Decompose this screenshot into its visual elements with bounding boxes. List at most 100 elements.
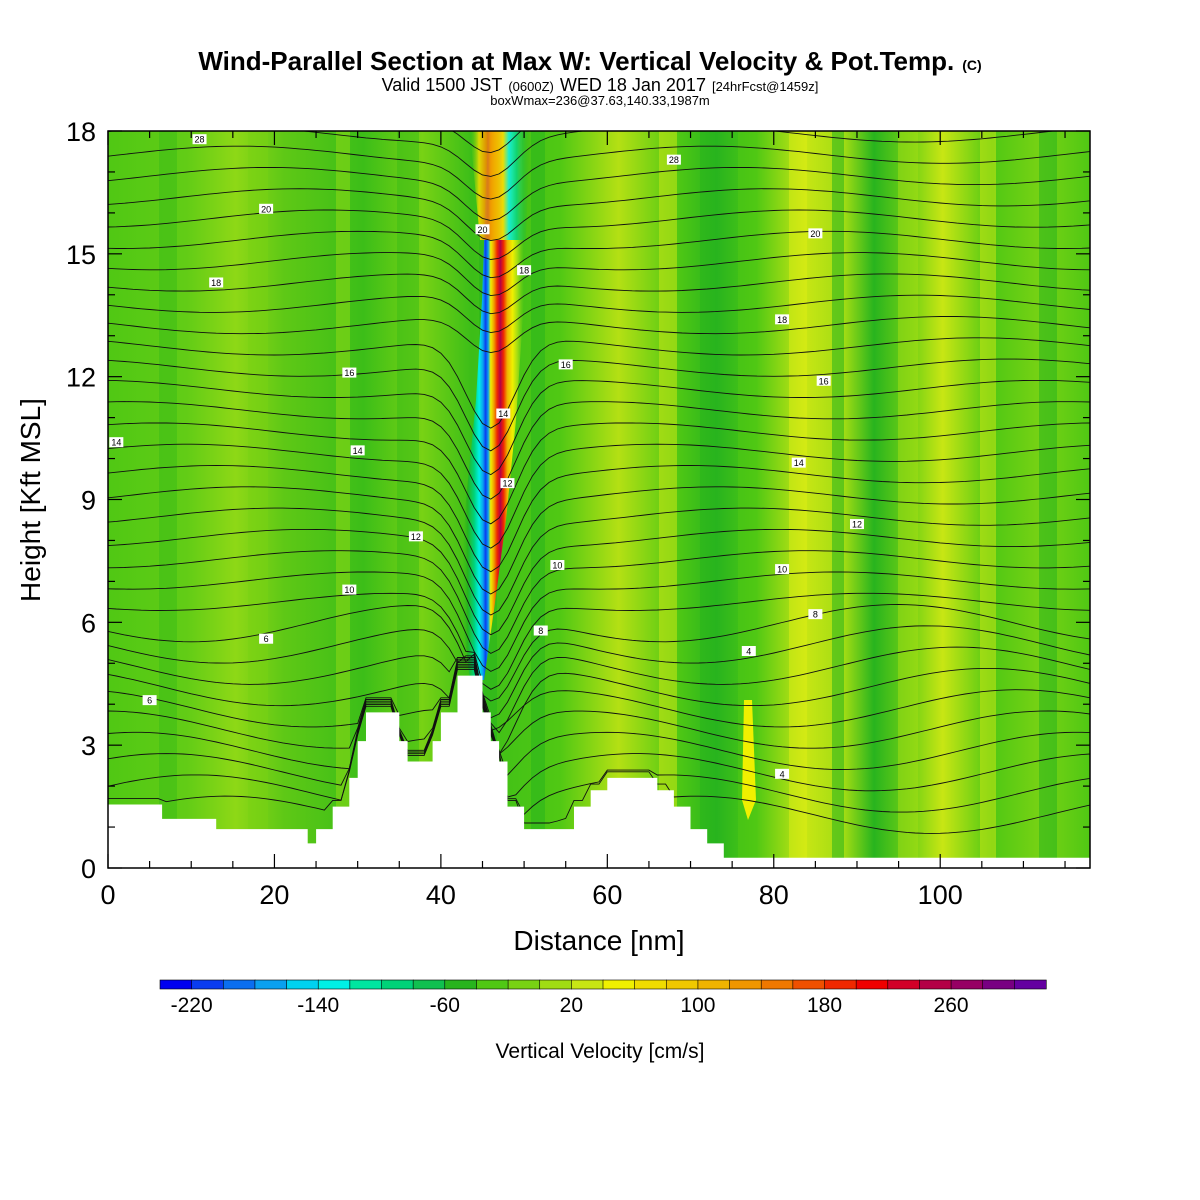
x-axis-label: Distance [nm] bbox=[513, 925, 684, 956]
theta-contour-4 bbox=[108, 662, 1090, 755]
theta-contour-11 bbox=[108, 571, 1090, 672]
colorbar-swatch bbox=[412, 979, 446, 990]
theta-contour-label: 28 bbox=[192, 134, 207, 145]
theta-contour-17 bbox=[108, 443, 1090, 549]
colorbar-swatch bbox=[539, 979, 572, 990]
theta-contour-label: 6 bbox=[142, 695, 157, 706]
velocity-streak-1 bbox=[248, 131, 268, 868]
theta-label-text: 10 bbox=[777, 565, 787, 575]
theta-label-text: 16 bbox=[819, 376, 829, 386]
theta-label-box bbox=[533, 625, 548, 636]
theta-label-box bbox=[517, 265, 532, 276]
colorbar-swatch bbox=[887, 979, 921, 990]
theta-label-box bbox=[475, 224, 490, 235]
colorbar-swatch bbox=[444, 979, 478, 990]
theta-label-box bbox=[558, 359, 573, 370]
velocity-field-base bbox=[108, 131, 1090, 868]
theta-contour-label: 4 bbox=[775, 768, 790, 779]
colorbar-tick-label: -60 bbox=[430, 994, 460, 1017]
velocity-streak-9 bbox=[789, 131, 807, 868]
theta-contour-16 bbox=[108, 465, 1090, 573]
colorbar-swatch bbox=[159, 979, 193, 990]
theta-contour-label: 14 bbox=[350, 445, 365, 456]
theta-contour-0 bbox=[108, 668, 1090, 834]
theta-contour-label: 14 bbox=[109, 437, 124, 448]
colorbar-swatch bbox=[254, 979, 288, 990]
velocity-streak-7 bbox=[700, 131, 716, 868]
x-tick-label: 100 bbox=[918, 880, 963, 910]
theta-label-box bbox=[791, 457, 806, 468]
chart-title: Wind-Parallel Section at Max W: Vertical… bbox=[198, 46, 981, 76]
theta-label-text: 18 bbox=[211, 278, 221, 288]
theta-label-box bbox=[142, 695, 157, 706]
theta-contour-30 bbox=[108, 166, 1090, 221]
theta-label-text: 12 bbox=[852, 520, 862, 530]
theta-contour-6 bbox=[108, 658, 1090, 756]
theta-contour-label: 18 bbox=[209, 277, 224, 288]
colorbar-tick-label: 100 bbox=[680, 994, 715, 1017]
theta-contour-label: 20 bbox=[259, 203, 274, 214]
colorbar-swatch bbox=[349, 979, 383, 990]
updraft-jet-top bbox=[470, 131, 530, 240]
y-tick-label: 9 bbox=[81, 486, 96, 516]
y-tick-label: 12 bbox=[66, 363, 96, 393]
colorbar-swatch bbox=[665, 979, 699, 990]
velocity-streak-5 bbox=[531, 131, 545, 868]
x-tick-label: 20 bbox=[259, 880, 289, 910]
theta-contour-label: 8 bbox=[808, 609, 823, 620]
terrain-mask bbox=[108, 675, 1090, 868]
theta-label-box bbox=[666, 154, 681, 165]
theta-label-box bbox=[808, 609, 823, 620]
colorbar-swatch bbox=[919, 979, 952, 990]
theta-contour-2 bbox=[108, 665, 1090, 798]
theta-label-text: 12 bbox=[411, 532, 421, 542]
theta-contour-label: 12 bbox=[408, 531, 423, 542]
colorbar-ticks: -220 -140 -60 20 100 180 260 bbox=[171, 994, 969, 1017]
theta-label-text: 16 bbox=[561, 360, 571, 370]
velocity-streak-13 bbox=[1039, 131, 1057, 868]
theta-contour-3 bbox=[108, 663, 1090, 776]
colorbar-swatch bbox=[317, 979, 351, 990]
theta-contour-label: 14 bbox=[791, 457, 806, 468]
theta-label-box bbox=[342, 584, 357, 595]
theta-contour-label: 20 bbox=[808, 228, 823, 239]
theta-contour-label: 10 bbox=[342, 584, 357, 595]
theta-contour-label: 16 bbox=[558, 359, 573, 370]
x-tick-label: 80 bbox=[759, 880, 789, 910]
colorbar-swatch bbox=[697, 979, 731, 990]
colorbar-tick-label: 260 bbox=[934, 994, 969, 1017]
theta-label-text: 18 bbox=[777, 315, 787, 325]
theta-label-text: 18 bbox=[519, 266, 529, 276]
theta-label-box bbox=[816, 375, 831, 386]
theta-label-text: 14 bbox=[498, 409, 508, 419]
theta-contour-label: 4 bbox=[741, 645, 756, 656]
theta-label-box bbox=[350, 445, 365, 456]
theta-label-box bbox=[109, 437, 124, 448]
theta-label-box bbox=[259, 633, 274, 644]
theta-contour-22 bbox=[108, 337, 1090, 429]
theta-contour-label: 12 bbox=[500, 478, 515, 489]
theta-contour-label: 8 bbox=[533, 625, 548, 636]
theta-label-text: 20 bbox=[261, 204, 271, 214]
y-tick-label: 3 bbox=[81, 731, 96, 761]
theta-contour-18 bbox=[108, 422, 1090, 525]
theta-label-box bbox=[496, 408, 511, 419]
y-tick-label: 15 bbox=[66, 240, 96, 270]
colorbar-swatch bbox=[1014, 979, 1047, 990]
theta-label-box bbox=[192, 134, 207, 145]
velocity-streak-6 bbox=[659, 131, 677, 868]
theta-label-text: 28 bbox=[195, 135, 205, 145]
x-axis: 0 20 40 60 80 100 bbox=[100, 131, 1066, 910]
chart-subtitle: Valid 1500 JST (0600Z) WED 18 Jan 2017 [24h… bbox=[382, 75, 819, 95]
x-tick-label: 0 bbox=[100, 880, 115, 910]
theta-contour-23 bbox=[108, 316, 1090, 354]
colorbar-swatch bbox=[476, 979, 509, 990]
colorbar-swatch bbox=[824, 979, 857, 990]
theta-contour-20 bbox=[108, 379, 1090, 476]
colorbar-swatch bbox=[191, 979, 224, 990]
theta-contour-12 bbox=[108, 550, 1090, 654]
theta-contour-labels: 28 28 20 20 20 18 18 18 16 16 16 14 14 14 14 12 12 12 10 10… bbox=[109, 134, 864, 779]
y-axis-label: Height [Kft MSL] bbox=[15, 398, 46, 602]
theta-contour-21 bbox=[108, 358, 1090, 452]
theta-label-text: 12 bbox=[502, 479, 512, 489]
